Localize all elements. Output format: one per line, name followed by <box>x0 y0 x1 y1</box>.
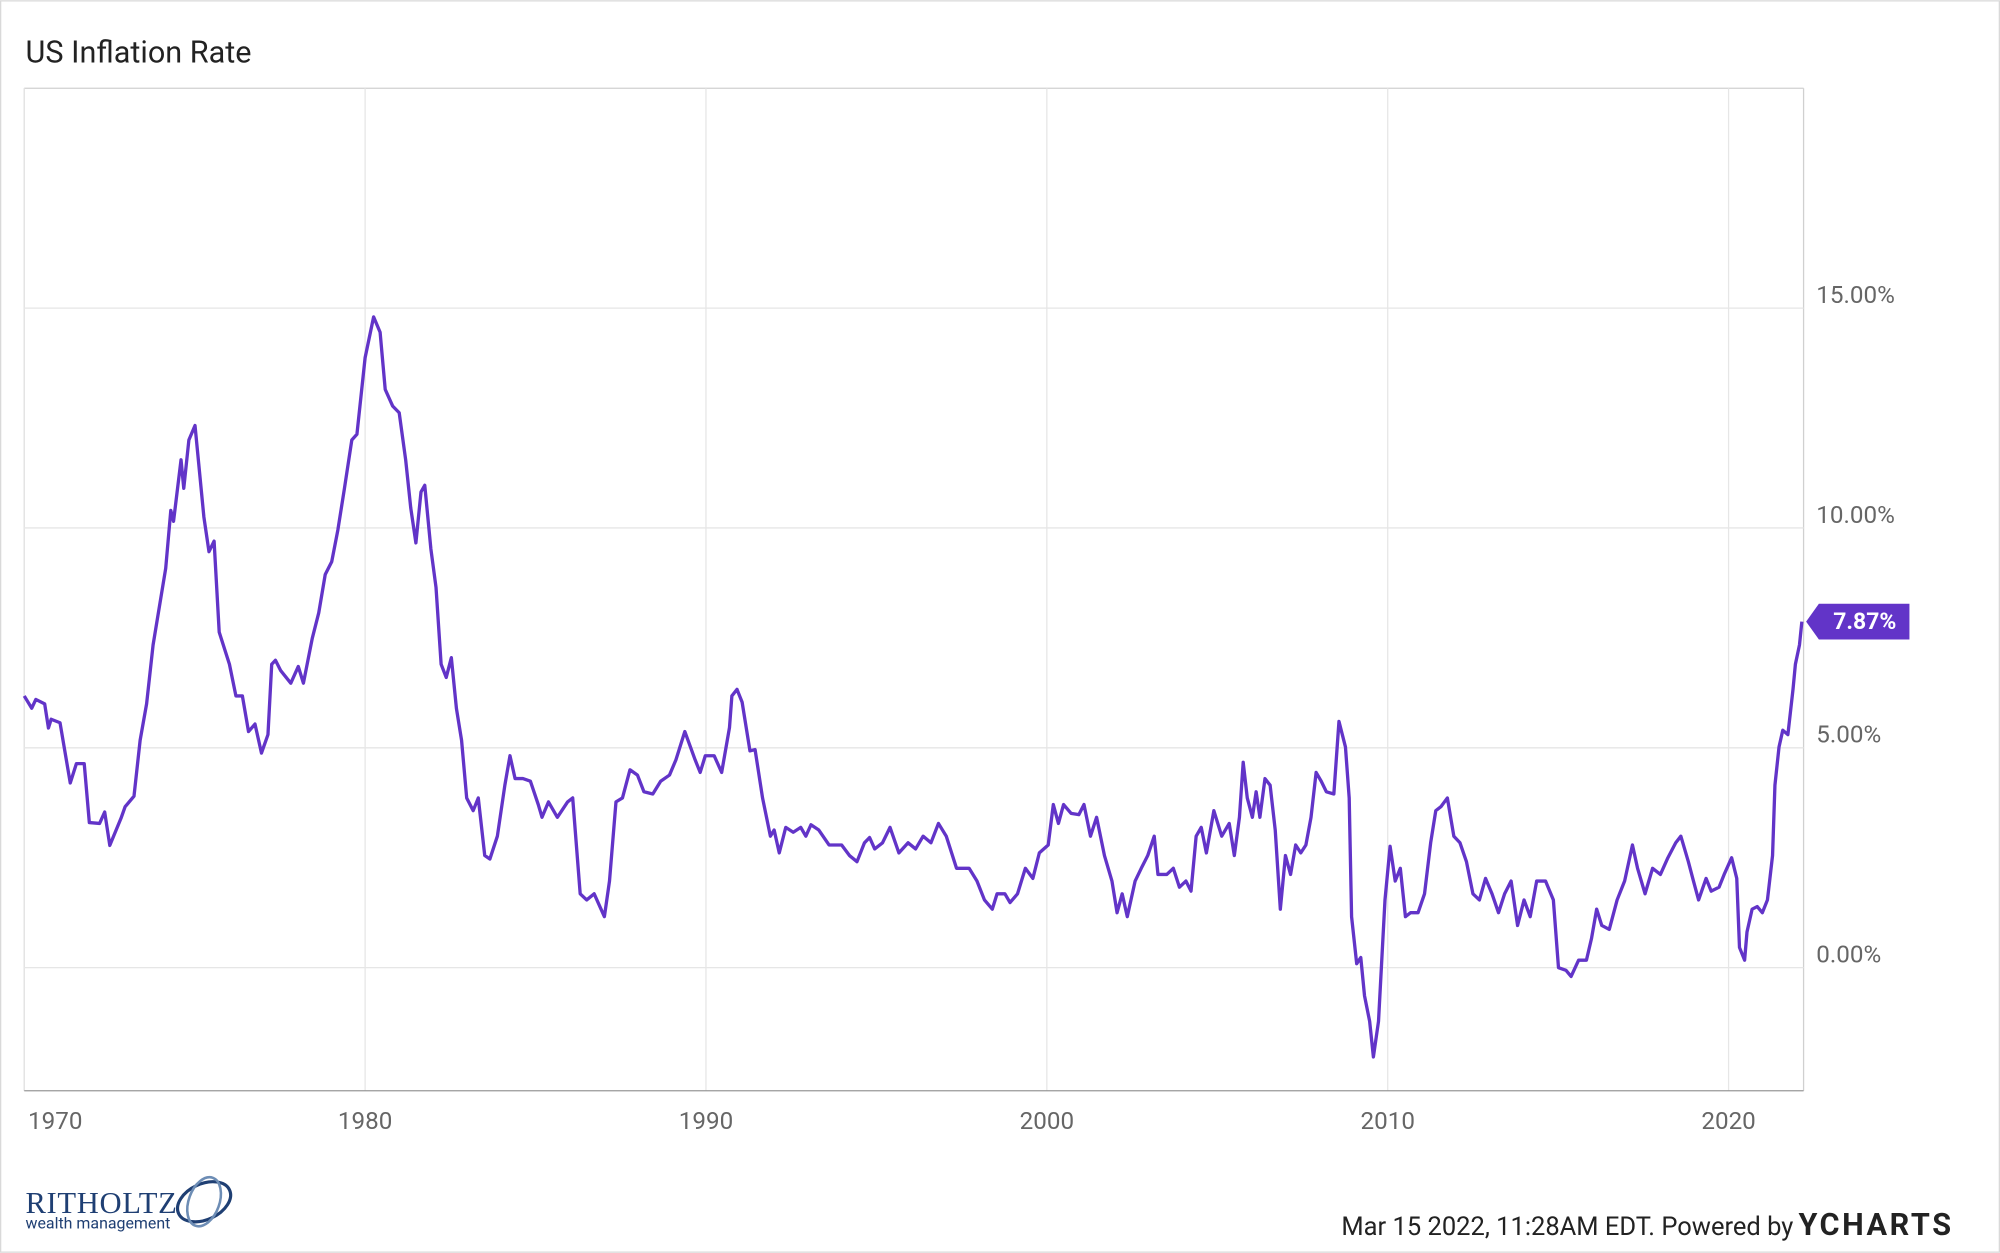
x-tick-label: 2020 <box>1701 1107 1755 1135</box>
value-badge <box>1806 603 1910 640</box>
y-tick-label: 10.00% <box>1816 501 1895 529</box>
logo-ring <box>185 1175 223 1228</box>
value-badge-label: 7.87% <box>1833 608 1896 635</box>
x-tick-label: 1990 <box>679 1107 733 1135</box>
brand-sub: wealth management <box>26 1214 171 1233</box>
x-tick-label: 2000 <box>1020 1107 1074 1135</box>
plot-area: 0.00% 5.00% 10.00% 15.00% 1970 1980 1990 2000 20… <box>22 87 1910 1135</box>
y-tick-label: 15.00% <box>1816 281 1895 309</box>
x-tick-label: 1980 <box>338 1107 392 1135</box>
line-series <box>22 315 1804 1059</box>
logo: RITHOLTZ wealth management <box>26 1175 233 1233</box>
chart-title: US Inflation Rate <box>26 36 252 71</box>
timestamp: Mar 15 2022, 11:28AM EDT. Powered by <box>1341 1212 1793 1242</box>
x-tick-label: 2010 <box>1360 1107 1414 1135</box>
brand: RITHOLTZ <box>26 1186 178 1220</box>
y-tick-label: 5.00% <box>1816 721 1881 749</box>
y-tick-label: 0.00% <box>1816 941 1881 969</box>
provider: YCHARTS <box>1798 1208 1953 1243</box>
x-tick-label: 1970 <box>28 1107 82 1135</box>
